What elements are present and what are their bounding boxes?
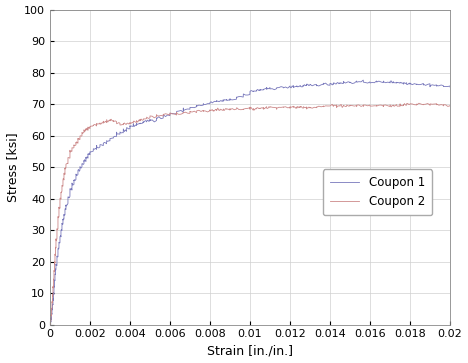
Y-axis label: Stress [ksi]: Stress [ksi]: [6, 132, 19, 202]
Coupon 1: [110, 135, 116, 140]
Coupon 2: [425, 101, 431, 106]
X-axis label: Strain [in./in.]: Strain [in./in.]: [207, 344, 293, 358]
Coupon 2: [47, 323, 53, 327]
Coupon 2: [110, 119, 116, 124]
Coupon 1: [97, 145, 102, 149]
Coupon 1: [360, 78, 366, 82]
Coupon 1: [194, 103, 199, 108]
Coupon 2: [108, 117, 114, 121]
Coupon 2: [97, 121, 102, 126]
Coupon 2: [416, 101, 422, 105]
Coupon 2: [113, 119, 118, 123]
Coupon 2: [447, 103, 453, 108]
Line: Coupon 1: Coupon 1: [50, 80, 450, 325]
Legend: Coupon 1, Coupon 2: Coupon 1, Coupon 2: [323, 169, 432, 215]
Coupon 1: [113, 134, 118, 139]
Coupon 1: [447, 85, 453, 89]
Coupon 1: [47, 323, 53, 327]
Coupon 1: [425, 82, 431, 86]
Line: Coupon 2: Coupon 2: [50, 103, 450, 325]
Coupon 1: [108, 136, 114, 140]
Coupon 2: [194, 110, 199, 114]
